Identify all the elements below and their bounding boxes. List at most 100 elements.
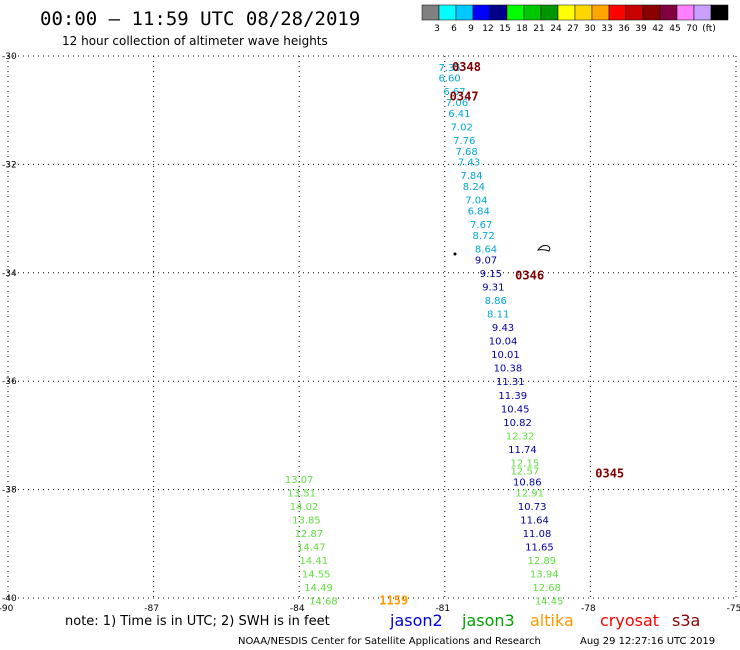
wave-height-label: 13.07 bbox=[285, 475, 314, 486]
wave-height-label: 7.04 bbox=[465, 196, 487, 207]
wave-height-label: 7.02 bbox=[451, 122, 473, 133]
colorbar-label: 12 bbox=[482, 24, 493, 34]
wave-height-label: 7.06 bbox=[446, 98, 468, 109]
legend-jason2: jason2 bbox=[389, 611, 443, 630]
footer-credit: NOAA/NESDIS Center for Satellite Applica… bbox=[238, 636, 541, 647]
wave-height-label: 10.38 bbox=[494, 364, 523, 375]
y-tick-label: -38 bbox=[2, 486, 17, 496]
time-label: 0345 bbox=[595, 466, 624, 480]
wave-height-label: 8.72 bbox=[472, 231, 494, 242]
wave-height-label: 8.11 bbox=[487, 309, 509, 320]
colorbar-swatch bbox=[676, 4, 695, 21]
colorbar-swatch bbox=[642, 4, 661, 21]
legend-cryosat: cryosat bbox=[600, 611, 659, 630]
wave-height-label: 6.60 bbox=[439, 74, 461, 85]
wave-height-label: 6.84 bbox=[468, 206, 490, 217]
colorbar-label: 42 bbox=[652, 24, 663, 34]
wave-height-label: 9.31 bbox=[482, 282, 504, 293]
wave-height-label: 11.31 bbox=[496, 377, 525, 388]
colorbar-label: 27 bbox=[567, 24, 578, 34]
colorbar-swatch bbox=[523, 4, 542, 21]
colorbar-label: 9 bbox=[468, 24, 474, 34]
wave-height-label: 8.24 bbox=[463, 182, 485, 193]
colorbar-label: (ft) bbox=[702, 24, 716, 34]
wave-height-label: 10.04 bbox=[489, 337, 518, 348]
legend-s3a: s3a bbox=[672, 611, 700, 630]
colorbar-swatch bbox=[659, 4, 678, 21]
wave-height-label: 12.68 bbox=[532, 583, 561, 594]
wave-height-label: 12.57 bbox=[511, 467, 540, 478]
wave-height-label: 14.68 bbox=[309, 597, 338, 608]
colorbar-label: 30 bbox=[584, 24, 596, 34]
colorbar-label: 45 bbox=[669, 24, 680, 34]
wave-height-label: 6.41 bbox=[448, 109, 470, 120]
colorbar-swatch bbox=[506, 4, 525, 21]
colorbar-label: 15 bbox=[499, 24, 510, 34]
chart-title: 00:00 – 11:59 UTC 08/28/2019 bbox=[40, 8, 360, 30]
y-tick-label: -40 bbox=[2, 594, 17, 604]
wave-height-label: 9.15 bbox=[480, 269, 502, 280]
wave-height-label: 8.86 bbox=[485, 296, 507, 307]
x-tick-label: -81 bbox=[435, 604, 450, 614]
legend-jason3: jason3 bbox=[461, 611, 515, 630]
colorbar-label: 18 bbox=[516, 24, 528, 34]
colorbar-swatch bbox=[591, 4, 610, 21]
colorbar-swatch bbox=[489, 4, 508, 21]
colorbar-swatch bbox=[540, 4, 559, 21]
colorbar-label: 3 bbox=[434, 24, 440, 34]
wave-height-label: 10.45 bbox=[501, 404, 530, 415]
wave-height-label: 7.43 bbox=[458, 158, 480, 169]
colorbar-label: 21 bbox=[533, 24, 544, 34]
chart-subtitle: 12 hour collection of altimeter wave hei… bbox=[62, 34, 328, 48]
y-tick-label: -36 bbox=[2, 377, 17, 387]
wave-height-label: 11.65 bbox=[525, 543, 554, 554]
colorbar-label: 24 bbox=[550, 24, 562, 34]
time-label: 0346 bbox=[515, 269, 544, 283]
wave-height-label: 12.89 bbox=[528, 556, 557, 567]
colorbar-swatch bbox=[472, 4, 491, 21]
wave-height-label: 14.49 bbox=[304, 583, 333, 594]
colorbar-swatch bbox=[693, 4, 712, 21]
x-tick-label: -87 bbox=[144, 604, 159, 614]
time-label: 1159 bbox=[379, 594, 408, 608]
grid-lines bbox=[7, 55, 737, 599]
footer-timestamp: Aug 29 12:27:16 UTC 2019 bbox=[580, 636, 715, 647]
legend-altika: altika bbox=[530, 611, 574, 630]
island-outline bbox=[453, 245, 551, 256]
wave-height-label: 10.86 bbox=[513, 477, 542, 488]
y-tick-label: -32 bbox=[2, 160, 17, 170]
colorbar-swatch bbox=[608, 4, 627, 21]
note-text: note: 1) Time is in UTC; 2) SWH is in fe… bbox=[65, 614, 330, 629]
colorbar-label: 33 bbox=[601, 24, 612, 34]
wave-height-label: 13.94 bbox=[530, 570, 559, 581]
colorbar-swatch bbox=[455, 4, 474, 21]
wave-height-label: 12.87 bbox=[295, 529, 324, 540]
colorbar-swatch bbox=[421, 4, 440, 21]
y-tick-label: -30 bbox=[2, 52, 17, 62]
data-points: 7.356.60 6.677.066.41 7.02 7.767.687.43 7.84… bbox=[285, 63, 564, 608]
x-tick-label: -84 bbox=[290, 604, 305, 614]
wave-height-label: 14.55 bbox=[302, 570, 331, 581]
wave-height-label: 11.74 bbox=[508, 445, 537, 456]
colorbar: 3 6 9 12 15 18 21 24 27 30 33 36 39 42 45 70 (ft) bbox=[421, 4, 729, 34]
colorbar-label: 70 bbox=[686, 24, 698, 34]
x-tick-label: -78 bbox=[581, 604, 596, 614]
colorbar-swatch bbox=[710, 4, 729, 21]
wave-height-label: 13.51 bbox=[287, 488, 316, 499]
wave-height-label: 7.84 bbox=[460, 171, 482, 182]
time-labels: 0348 0347 0346 0345 1159 bbox=[379, 60, 624, 608]
y-tick-label: -34 bbox=[2, 269, 17, 279]
wave-height-label: 10.82 bbox=[503, 418, 532, 429]
wave-height-label: 14.45 bbox=[535, 597, 564, 608]
wave-height-label: 14.47 bbox=[297, 543, 326, 554]
wave-height-label: 6.67 bbox=[443, 87, 465, 98]
x-tick-label: -90 bbox=[0, 604, 14, 614]
colorbar-swatch bbox=[557, 4, 576, 21]
wave-height-label: 12.91 bbox=[515, 488, 544, 499]
colorbar-swatch bbox=[625, 4, 644, 21]
colorbar-label: 6 bbox=[451, 24, 457, 34]
wave-height-label: 12.15 bbox=[511, 459, 540, 470]
colorbar-swatch bbox=[438, 4, 457, 21]
